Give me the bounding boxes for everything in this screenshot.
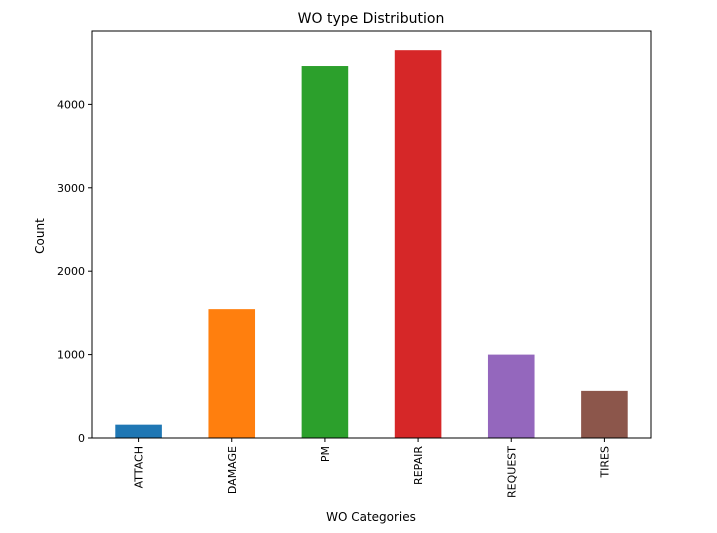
x-tick-label: TIRES: [598, 446, 611, 479]
y-tick-label: 3000: [57, 182, 85, 195]
plot-frame: [91, 30, 652, 439]
x-tick-label: DAMAGE: [226, 446, 239, 494]
y-tick-label: 0: [78, 432, 85, 445]
y-tick-label: 4000: [57, 98, 85, 111]
x-tick-label: PM: [319, 446, 332, 462]
y-tick-label: 2000: [57, 265, 85, 278]
bar-attach: [115, 424, 162, 438]
y-axis-ticks: 0 1000 2000 3000 4000: [57, 98, 92, 445]
bar-tires: [581, 390, 628, 438]
bar-repair: [394, 50, 442, 439]
bar-damage: [208, 309, 256, 438]
y-tick-label: 1000: [57, 349, 85, 362]
x-tick-label: REPAIR: [412, 446, 425, 485]
x-tick-label: REQUEST: [505, 446, 518, 498]
x-tick-label: ATTACH: [133, 446, 146, 488]
y-axis-label: Count: [33, 218, 47, 254]
bars-group: [115, 50, 628, 439]
chart-title: WO type Distribution: [298, 11, 445, 27]
bar-pm: [301, 66, 349, 438]
bar-request: [487, 354, 535, 438]
x-axis-ticks: ATTACH DAMAGE PM REPAIR REQUEST TIRES: [133, 438, 611, 498]
x-axis-label: WO Categories: [326, 510, 416, 524]
